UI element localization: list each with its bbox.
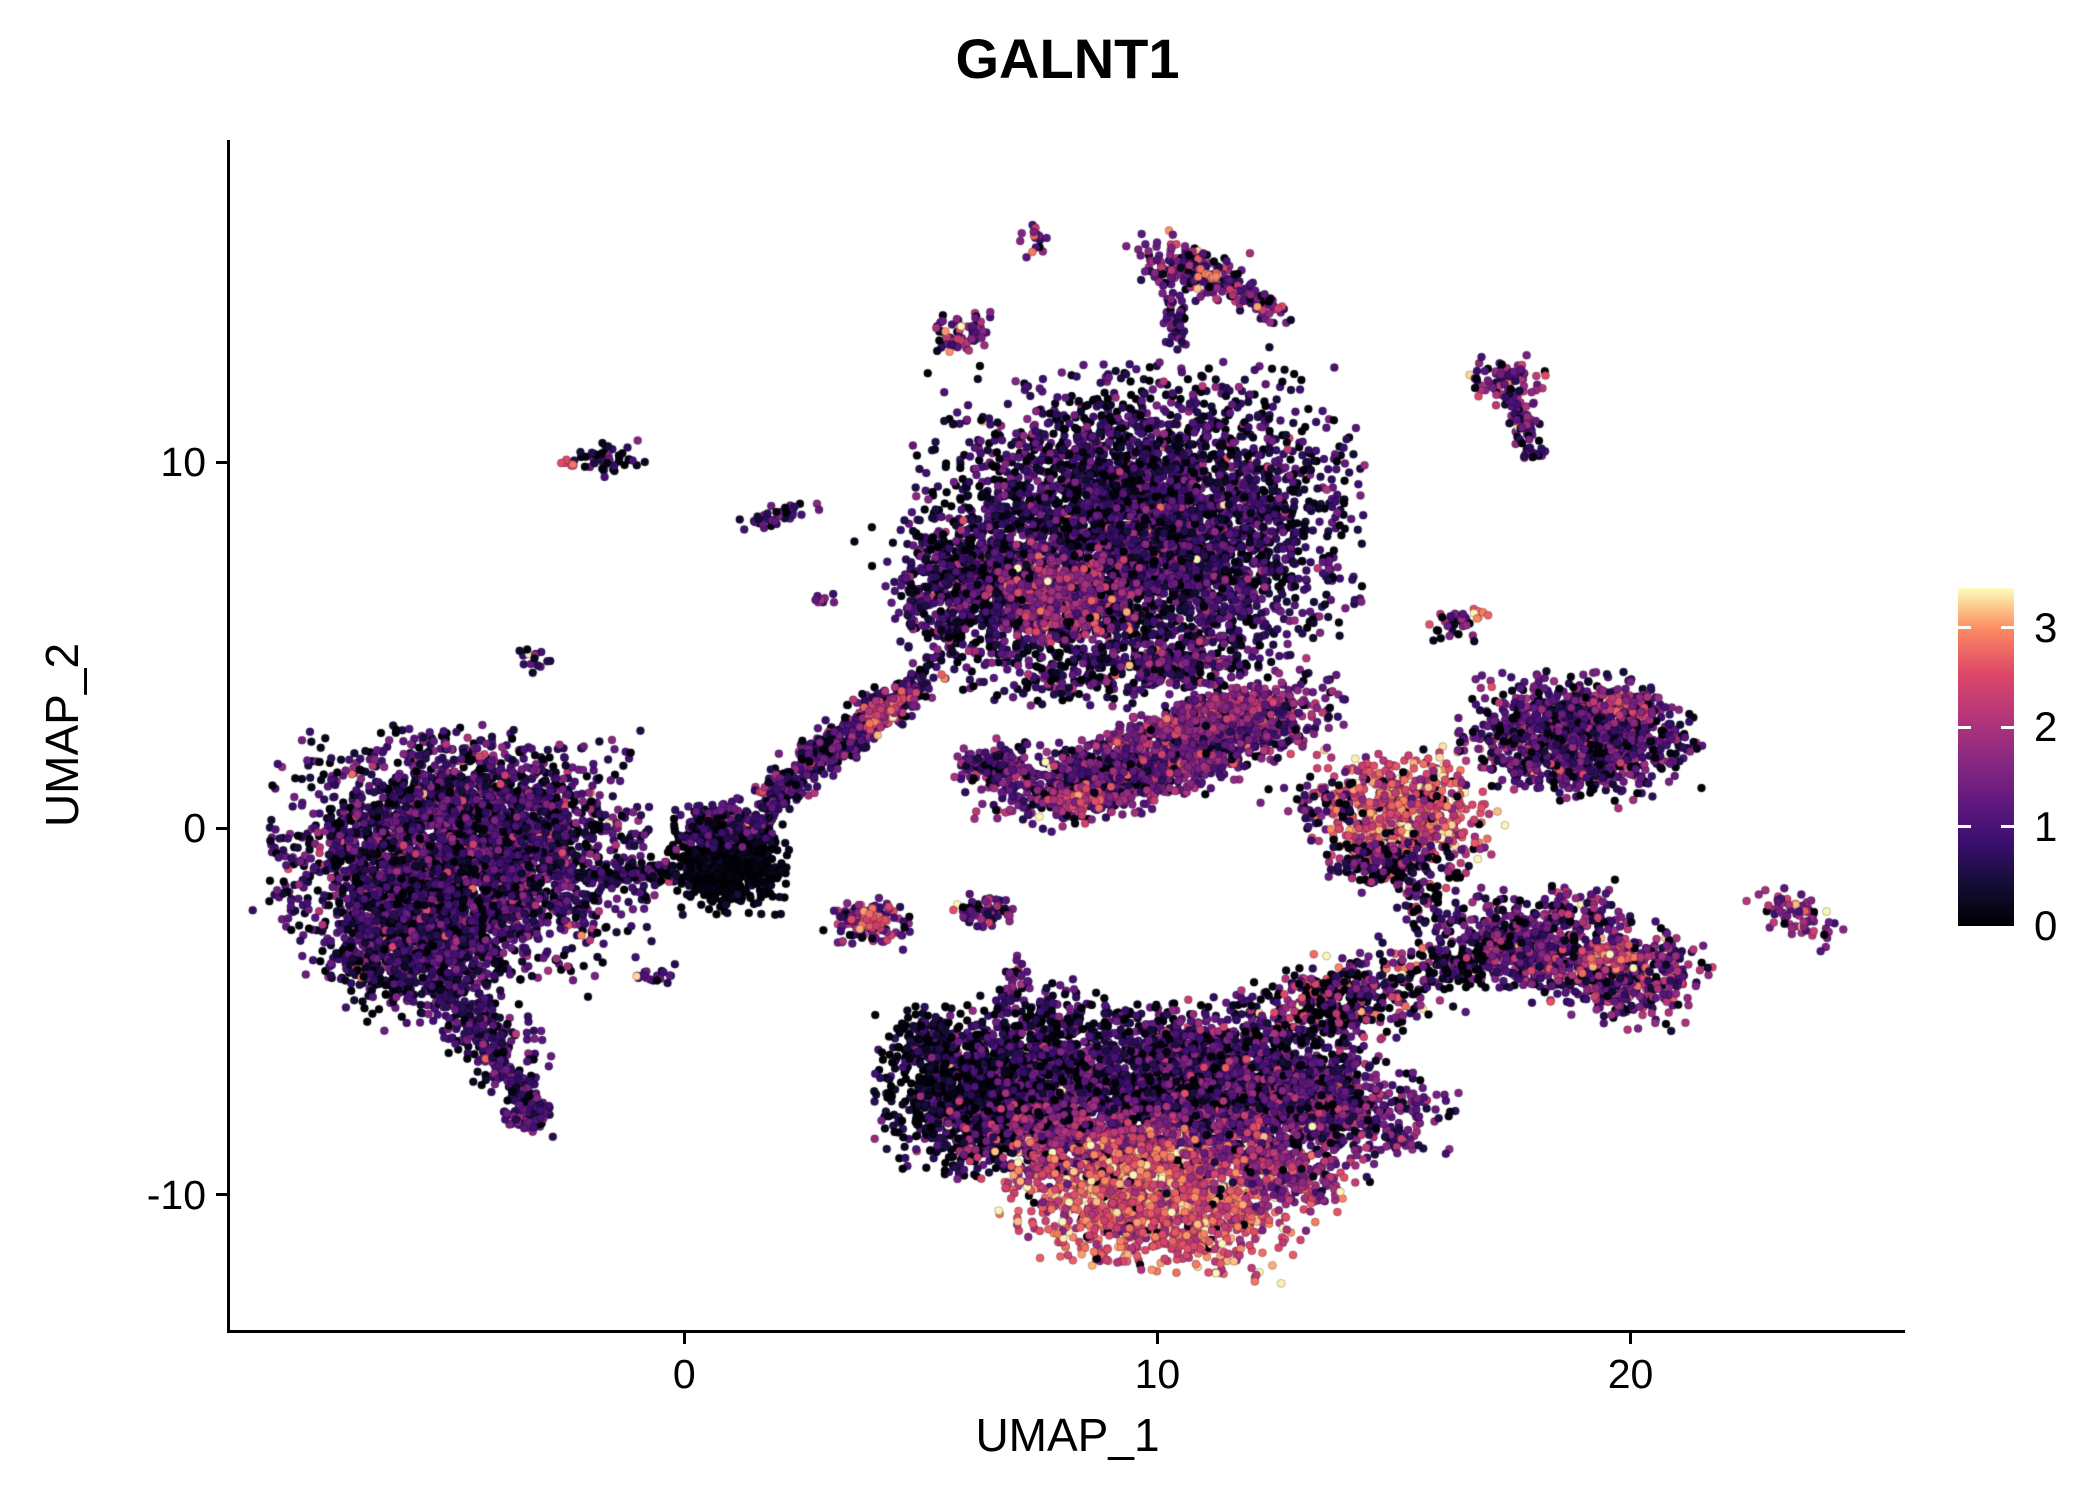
plot-title: GALNT1 (955, 27, 1180, 90)
y-axis-tick (216, 460, 230, 464)
x-axis-tick-label: 0 (672, 1351, 696, 1397)
y-axis-tick-label: 10 (160, 439, 206, 486)
colorbar-tick-label: 0 (2034, 902, 2058, 949)
colorbar-tick (1958, 626, 1971, 630)
x-axis-tick (1629, 1330, 1633, 1344)
y-axis-title: UMAP_2 (36, 642, 88, 828)
colorbar-legend: 3 2 1 0 (1958, 588, 2100, 949)
colorbar-tick-label: 1 (2034, 802, 2058, 850)
plot-panel (227, 140, 1905, 1333)
y-axis-tick-label: 0 (183, 805, 206, 852)
colorbar (1958, 588, 2014, 926)
y-axis-tick (216, 1193, 230, 1197)
colorbar-tick (1958, 825, 1971, 829)
x-axis-tick-label: 20 (1607, 1351, 1654, 1397)
x-axis-tick-label: 10 (1134, 1351, 1181, 1397)
x-axis-tick (1155, 1330, 1159, 1344)
y-axis-tick-label: -10 (146, 1171, 206, 1218)
colorbar-tick (1958, 725, 1971, 729)
colorbar-tick (2001, 626, 2014, 630)
x-axis-tick (682, 1330, 686, 1344)
colorbar-tick (2001, 725, 2014, 729)
x-axis-title: UMAP_1 (975, 1409, 1160, 1461)
colorbar-tick-label: 3 (2034, 603, 2058, 651)
y-axis-tick (216, 826, 230, 830)
colorbar-tick (2001, 825, 2014, 829)
scatter-canvas (230, 140, 1905, 1330)
colorbar-tick-label: 2 (2034, 703, 2058, 751)
